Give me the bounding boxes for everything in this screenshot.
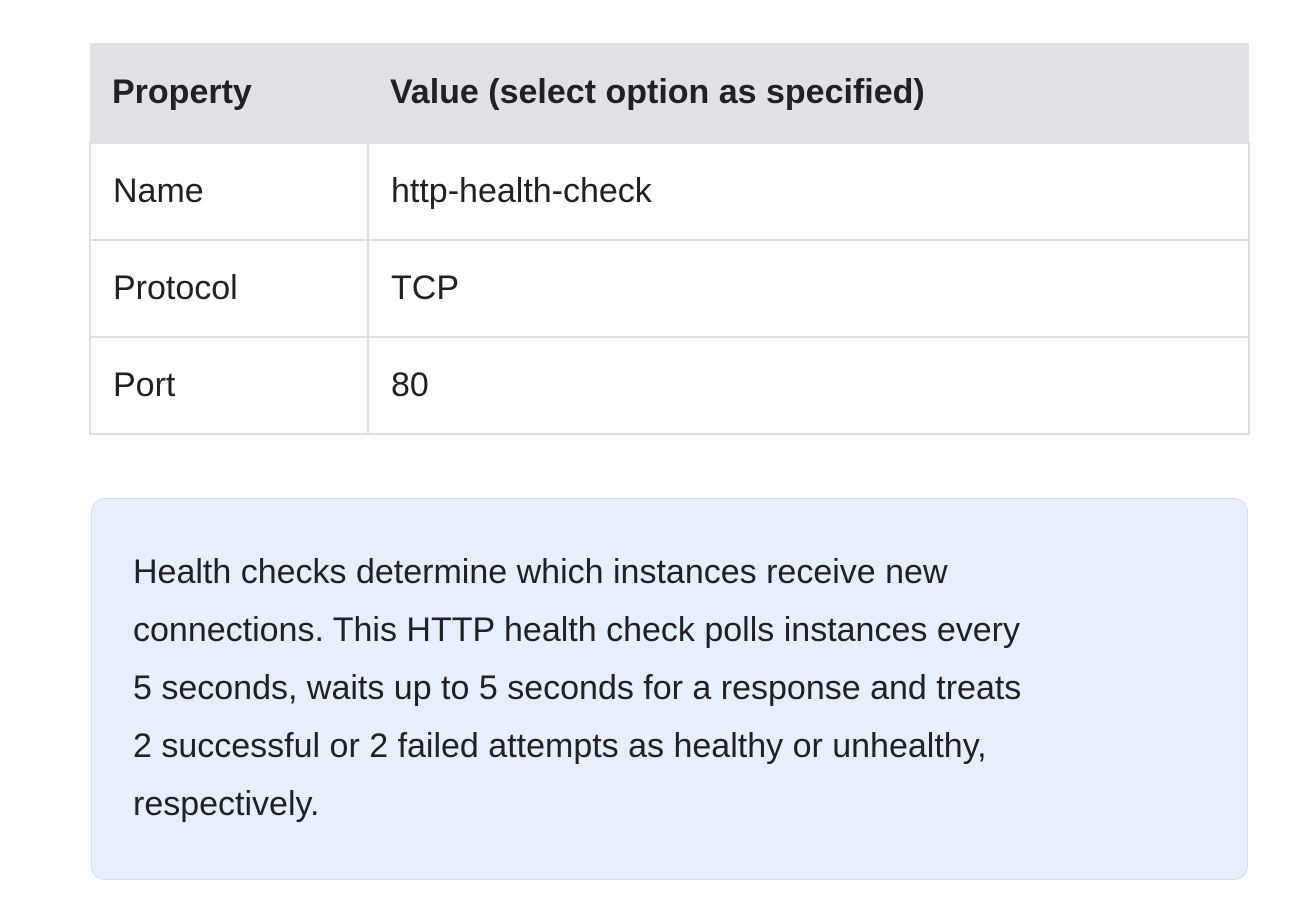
table-header-value: Value (select option as specified) [368, 43, 1249, 143]
properties-table: Property Value (select option as specifi… [89, 43, 1250, 435]
note-line: respectively. [133, 785, 320, 823]
value-cell: TCP [367, 239, 1250, 338]
table-row: Port 80 [89, 336, 1250, 435]
table-header-row: Property Value (select option as specifi… [90, 43, 1249, 143]
property-cell: Protocol [89, 239, 369, 338]
note-line: 5 seconds, waits up to 5 seconds for a r… [133, 669, 1022, 707]
table-row: Name http-health-check [89, 142, 1250, 241]
value-cell: http-health-check [367, 142, 1250, 241]
note-line: connections. This HTTP health check poll… [133, 611, 1020, 649]
property-cell: Name [89, 142, 369, 241]
info-note: Health checks determine which instances … [91, 498, 1248, 880]
note-line: Health checks determine which instances … [133, 553, 948, 591]
table-row: Protocol TCP [89, 239, 1250, 338]
property-cell: Port [89, 336, 369, 435]
note-line: 2 successful or 2 failed attempts as hea… [133, 727, 987, 765]
table-header-property: Property [90, 43, 368, 143]
value-cell: 80 [367, 336, 1250, 435]
